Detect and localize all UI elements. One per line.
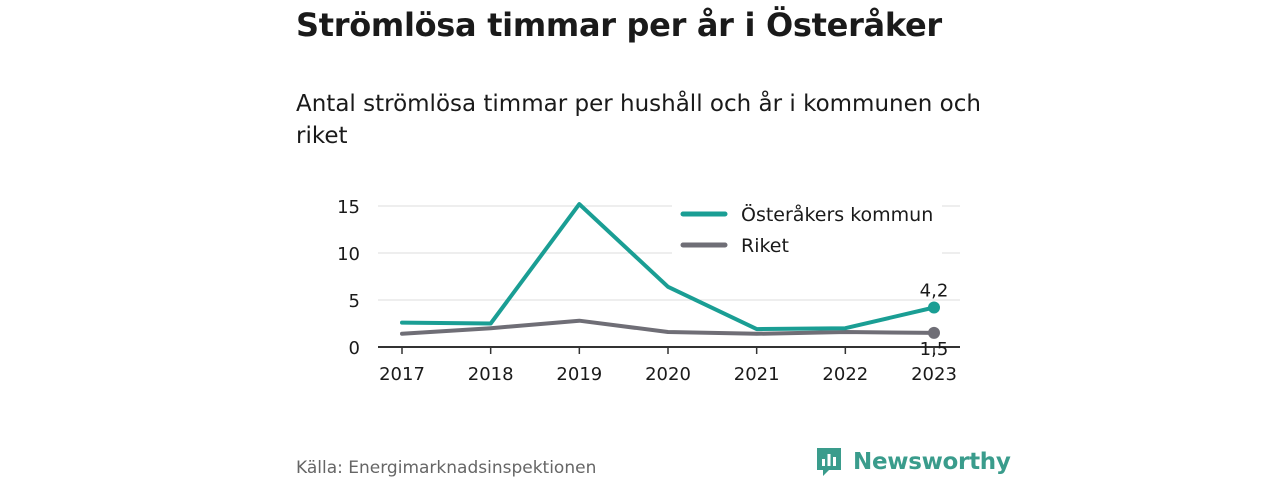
source-note: Källa: Energimarknadsinspektionen — [296, 458, 597, 478]
series-line-1 — [400, 318, 936, 336]
x-tick-label: 2018 — [468, 364, 514, 385]
series-line-0 — [400, 202, 936, 332]
x-tick-label: 2020 — [645, 364, 691, 385]
legend-background — [672, 198, 942, 262]
x-tick-label: 2019 — [556, 364, 602, 385]
y-tick-label: 15 — [337, 197, 360, 218]
y-tick-label: 5 — [349, 291, 360, 312]
legend: Österåkers kommun Riket — [672, 198, 942, 262]
y-tick-label: 0 — [349, 338, 360, 359]
end-point-marker-1 — [928, 326, 940, 339]
y-tick-label: 10 — [337, 244, 360, 265]
end-value-label-0: 4,2 — [920, 281, 949, 302]
brand-logo: Newsworthy — [815, 446, 1011, 478]
x-tick-label: 2022 — [822, 364, 868, 385]
newsworthy-logo-icon — [817, 448, 841, 476]
brand-name: Newsworthy — [853, 449, 1011, 475]
end-point-marker-0 — [928, 301, 940, 314]
line-chart: 0 5 10 15 2017 2018 2019 2020 2021 2022 2023 1,5 4… — [337, 197, 960, 385]
x-axis-ticks: 2017 2018 2019 2020 2021 2022 2023 — [379, 347, 957, 385]
x-tick-label: 2023 — [911, 364, 957, 385]
chart-subtitle: Antal strömlösa timmar per hushåll och å… — [296, 91, 981, 149]
chart-title: Strömlösa timmar per år i Österåker — [296, 6, 942, 44]
y-axis-ticks: 0 5 10 15 — [337, 197, 360, 359]
legend-label-1: Riket — [741, 235, 789, 257]
x-tick-label: 2017 — [379, 364, 425, 385]
end-value-label-1: 1,5 — [920, 339, 949, 360]
x-tick-label: 2021 — [734, 364, 780, 385]
series-lines: 1,5 4,2 — [400, 202, 949, 360]
legend-label-0: Österåkers kommun — [741, 203, 933, 226]
